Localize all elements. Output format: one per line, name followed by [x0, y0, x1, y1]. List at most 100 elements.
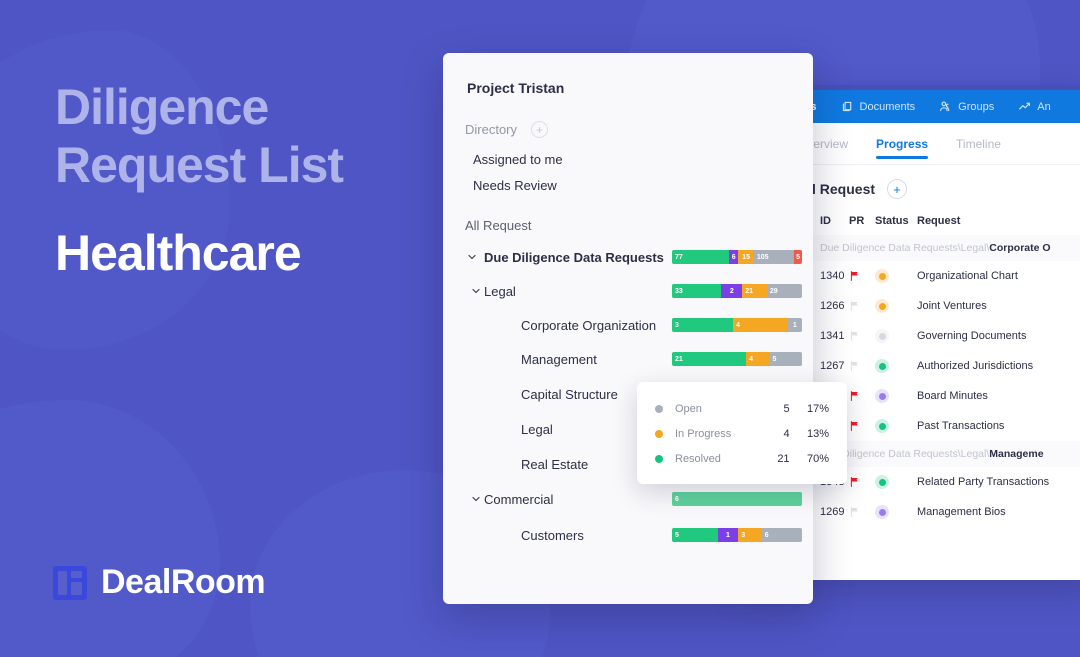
cell-id: 1341 — [820, 330, 845, 342]
tree-item-corporate-organization[interactable]: Corporate Organization 3 4 1 — [443, 314, 813, 336]
progress-segment: 1 — [717, 528, 739, 542]
group-breadcrumb: Due Diligence Data Requests\Legal\Corpor… — [809, 242, 1051, 254]
tree-item-label: Customers — [521, 527, 584, 543]
group-breadcrumb: Due Diligence Data Requests\Legal\Manage… — [809, 448, 1044, 460]
progress-segment: 105 — [753, 250, 795, 264]
chevron-down-icon[interactable] — [466, 251, 478, 263]
nav-item-documents[interactable]: Documents — [841, 100, 916, 113]
chevron-down-icon[interactable] — [470, 285, 482, 297]
people-icon — [939, 100, 952, 113]
priority-flag-icon[interactable] — [849, 390, 875, 402]
cell-id: 1267 — [820, 360, 845, 372]
priority-flag-icon[interactable] — [849, 360, 875, 372]
app-title-strip — [736, 85, 1080, 90]
background-blob — [0, 30, 230, 350]
cell-id: 1269 — [820, 506, 845, 518]
brand-lockup: DealRoom — [53, 563, 266, 602]
background-blob — [0, 400, 220, 657]
status-badge — [875, 299, 917, 313]
table-row[interactable]: 1269 Management Bios — [736, 497, 1080, 527]
priority-flag-icon[interactable] — [849, 300, 875, 312]
tree-item-management[interactable]: Management 21 4 5 — [443, 348, 813, 370]
column-header-pr: PR — [849, 215, 865, 227]
cell-id: 1340 — [820, 270, 845, 282]
directory-item-assigned-to-me[interactable]: Assigned to me — [473, 152, 563, 167]
status-badge — [875, 269, 917, 283]
progress-bar[interactable]: 33 2 21 29 — [672, 284, 802, 298]
tab-progress[interactable]: Progress — [876, 123, 929, 165]
cell-request: Organizational Chart — [917, 270, 1018, 282]
brand-name: DealRoom — [101, 563, 266, 601]
priority-flag-icon[interactable] — [849, 270, 875, 282]
cell-request: Governing Documents — [917, 330, 1027, 342]
priority-flag-icon[interactable] — [849, 506, 875, 518]
progress-segment: 4 — [733, 318, 788, 332]
table-row[interactable]: 1266 Joint Ventures — [736, 291, 1080, 321]
status-badge — [875, 475, 917, 489]
nav-item-groups[interactable]: Groups — [939, 100, 994, 113]
trendline-icon — [1018, 100, 1031, 113]
status-dot-icon — [655, 404, 663, 413]
tab-timeline[interactable]: Timeline — [956, 136, 1001, 151]
progress-bar[interactable]: 77 6 15 105 5 — [672, 250, 802, 264]
progress-segment: 1 — [787, 318, 802, 332]
cell-request: Joint Ventures — [917, 300, 987, 312]
tree-item-due-diligence-data-requests[interactable]: Due Diligence Data Requests 77 6 15 105 5 — [443, 246, 813, 268]
tree-item-label: Corporate Organization — [521, 317, 657, 333]
progress-segment: 5 — [672, 528, 718, 542]
cell-request: Authorized Jurisdictions — [917, 360, 1034, 372]
priority-flag-icon[interactable] — [849, 476, 875, 488]
directory-tree-card: Project Tristan Directory + Assigned to … — [443, 53, 813, 604]
progress-segment: 3 — [672, 318, 734, 332]
progress-segment: 6 — [672, 492, 802, 506]
cell-id: 1266 — [820, 300, 845, 312]
all-request-label[interactable]: All Request — [465, 218, 532, 233]
cell-request: Past Transactions — [917, 420, 1005, 432]
tree-item-capital-structure[interactable]: Capital Structure — [443, 383, 813, 405]
progress-bar[interactable]: 21 4 5 — [672, 352, 802, 366]
progress-segment: 33 — [672, 284, 722, 298]
priority-flag-icon[interactable] — [849, 420, 875, 432]
status-badge — [875, 419, 917, 433]
add-request-button[interactable]: + — [887, 179, 908, 199]
tooltip-count: 21 — [777, 452, 790, 465]
copy-icon — [841, 100, 854, 113]
progress-tooltip: Open 5 17% In Progress 4 13% Resolved 21 70% — [637, 382, 847, 484]
tree-item-legal[interactable]: Legal — [443, 418, 813, 440]
nav-item-an[interactable]: An — [1018, 100, 1051, 113]
tree-item-label: Legal — [521, 421, 553, 437]
tree-item-label: Due Diligence Data Requests — [484, 249, 664, 265]
tree-item-commercial[interactable]: Commercial 6 — [443, 488, 813, 510]
project-title: Project Tristan — [467, 80, 565, 96]
progress-segment: 29 — [766, 284, 802, 298]
tooltip-percent: 70% — [806, 452, 829, 465]
directory-header: Directory + — [465, 121, 549, 138]
progress-segment: 5 — [794, 250, 802, 264]
progress-segment: 2 — [721, 284, 743, 298]
hero-line-2: Request List — [55, 137, 344, 193]
tooltip-row: In Progress 4 13% — [655, 421, 829, 446]
group-breadcrumb-current: Corporate O — [989, 242, 1051, 254]
status-badge — [875, 329, 917, 343]
group-breadcrumb-current: Manageme — [989, 448, 1044, 460]
progress-segment: 6 — [761, 528, 802, 542]
add-directory-button[interactable]: + — [531, 121, 549, 138]
tree-item-legal[interactable]: Legal 33 2 21 29 — [443, 280, 813, 302]
progress-bar[interactable]: 6 — [672, 492, 802, 506]
hero-line-1: Diligence — [55, 79, 269, 135]
tree-item-customers[interactable]: Customers 5 1 3 6 — [443, 524, 813, 546]
nav-item-label: Documents — [859, 100, 916, 113]
table-row[interactable]: 1340 Organizational Chart — [736, 261, 1080, 291]
priority-flag-icon[interactable] — [849, 330, 875, 342]
cell-request: Management Bios — [917, 506, 1006, 518]
tree-item-label: Management — [521, 351, 597, 367]
chevron-down-icon[interactable] — [470, 493, 482, 505]
hero-subject: Healthcare — [55, 225, 302, 281]
directory-item-needs-review[interactable]: Needs Review — [473, 178, 557, 193]
tooltip-row: Resolved 21 70% — [655, 446, 829, 471]
tree-item-real-estate[interactable]: Real Estate — [443, 453, 813, 475]
group-breadcrumb-prefix: Due Diligence Data Requests\Legal\ — [820, 242, 990, 254]
progress-segment: 3 — [738, 528, 762, 542]
